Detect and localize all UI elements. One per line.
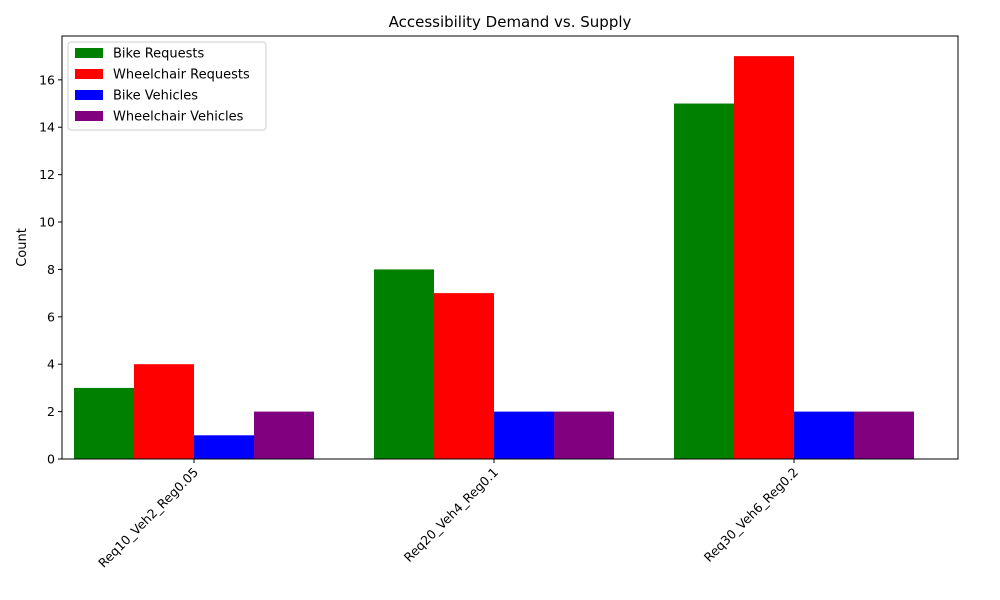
legend-box bbox=[67, 41, 267, 131]
bar-wheelchair-vehicles-3 bbox=[854, 411, 914, 459]
legend-swatch bbox=[75, 90, 103, 100]
bar-bike-requests-2 bbox=[374, 269, 434, 459]
legend-label: Bike Vehicles bbox=[113, 89, 198, 104]
legend-swatch bbox=[75, 69, 103, 79]
bar-bike-vehicles-1 bbox=[194, 435, 254, 459]
x-tick-label: Req30_Veh6_Reg0.2 bbox=[701, 465, 801, 565]
legend-label: Bike Requests bbox=[113, 47, 205, 62]
bar-wheelchair-vehicles-1 bbox=[254, 411, 314, 459]
plot-frame bbox=[61, 35, 959, 460]
y-tick-label: 4 bbox=[47, 357, 55, 372]
y-tick-label: 0 bbox=[47, 452, 55, 467]
y-tick-label: 14 bbox=[39, 120, 55, 135]
x-tick-label: Req20_Veh4_Reg0.1 bbox=[401, 465, 501, 565]
y-axis: 0 2 4 6 8 10 12 14 16 bbox=[39, 72, 62, 467]
x-tick-label: Req10_Veh2_Reg0.05 bbox=[95, 465, 201, 571]
y-tick-label: 16 bbox=[39, 72, 55, 87]
legend-label: Wheelchair Vehicles bbox=[113, 110, 244, 125]
bar-bike-requests-1 bbox=[74, 387, 134, 459]
y-tick-label: 8 bbox=[47, 262, 55, 277]
legend-swatch bbox=[75, 48, 103, 58]
bars-group bbox=[74, 56, 914, 460]
bar-bike-vehicles-2 bbox=[494, 411, 554, 459]
y-tick-label: 2 bbox=[47, 404, 55, 419]
y-tick-label: 12 bbox=[39, 167, 55, 182]
bar-wheelchair-requests-3 bbox=[734, 56, 794, 460]
bar-wheelchair-requests-1 bbox=[134, 364, 194, 459]
bar-bike-vehicles-3 bbox=[794, 411, 854, 459]
bar-wheelchair-vehicles-2 bbox=[554, 411, 614, 459]
bar-bike-requests-3 bbox=[674, 103, 734, 460]
y-tick-label: 6 bbox=[47, 309, 55, 324]
legend-swatch bbox=[75, 111, 103, 121]
bar-wheelchair-requests-2 bbox=[434, 293, 494, 459]
x-axis: Req10_Veh2_Reg0.05 Req20_Veh4_Reg0.1 Req30… bbox=[95, 459, 801, 571]
legend-label: Wheelchair Requests bbox=[113, 68, 250, 83]
legend: Bike Requests Wheelchair Requests Bike Veh… bbox=[67, 41, 267, 131]
y-axis-label: Count bbox=[15, 228, 30, 267]
y-tick-label: 10 bbox=[39, 215, 55, 230]
chart-title: Accessibility Demand vs. Supply bbox=[389, 13, 632, 31]
